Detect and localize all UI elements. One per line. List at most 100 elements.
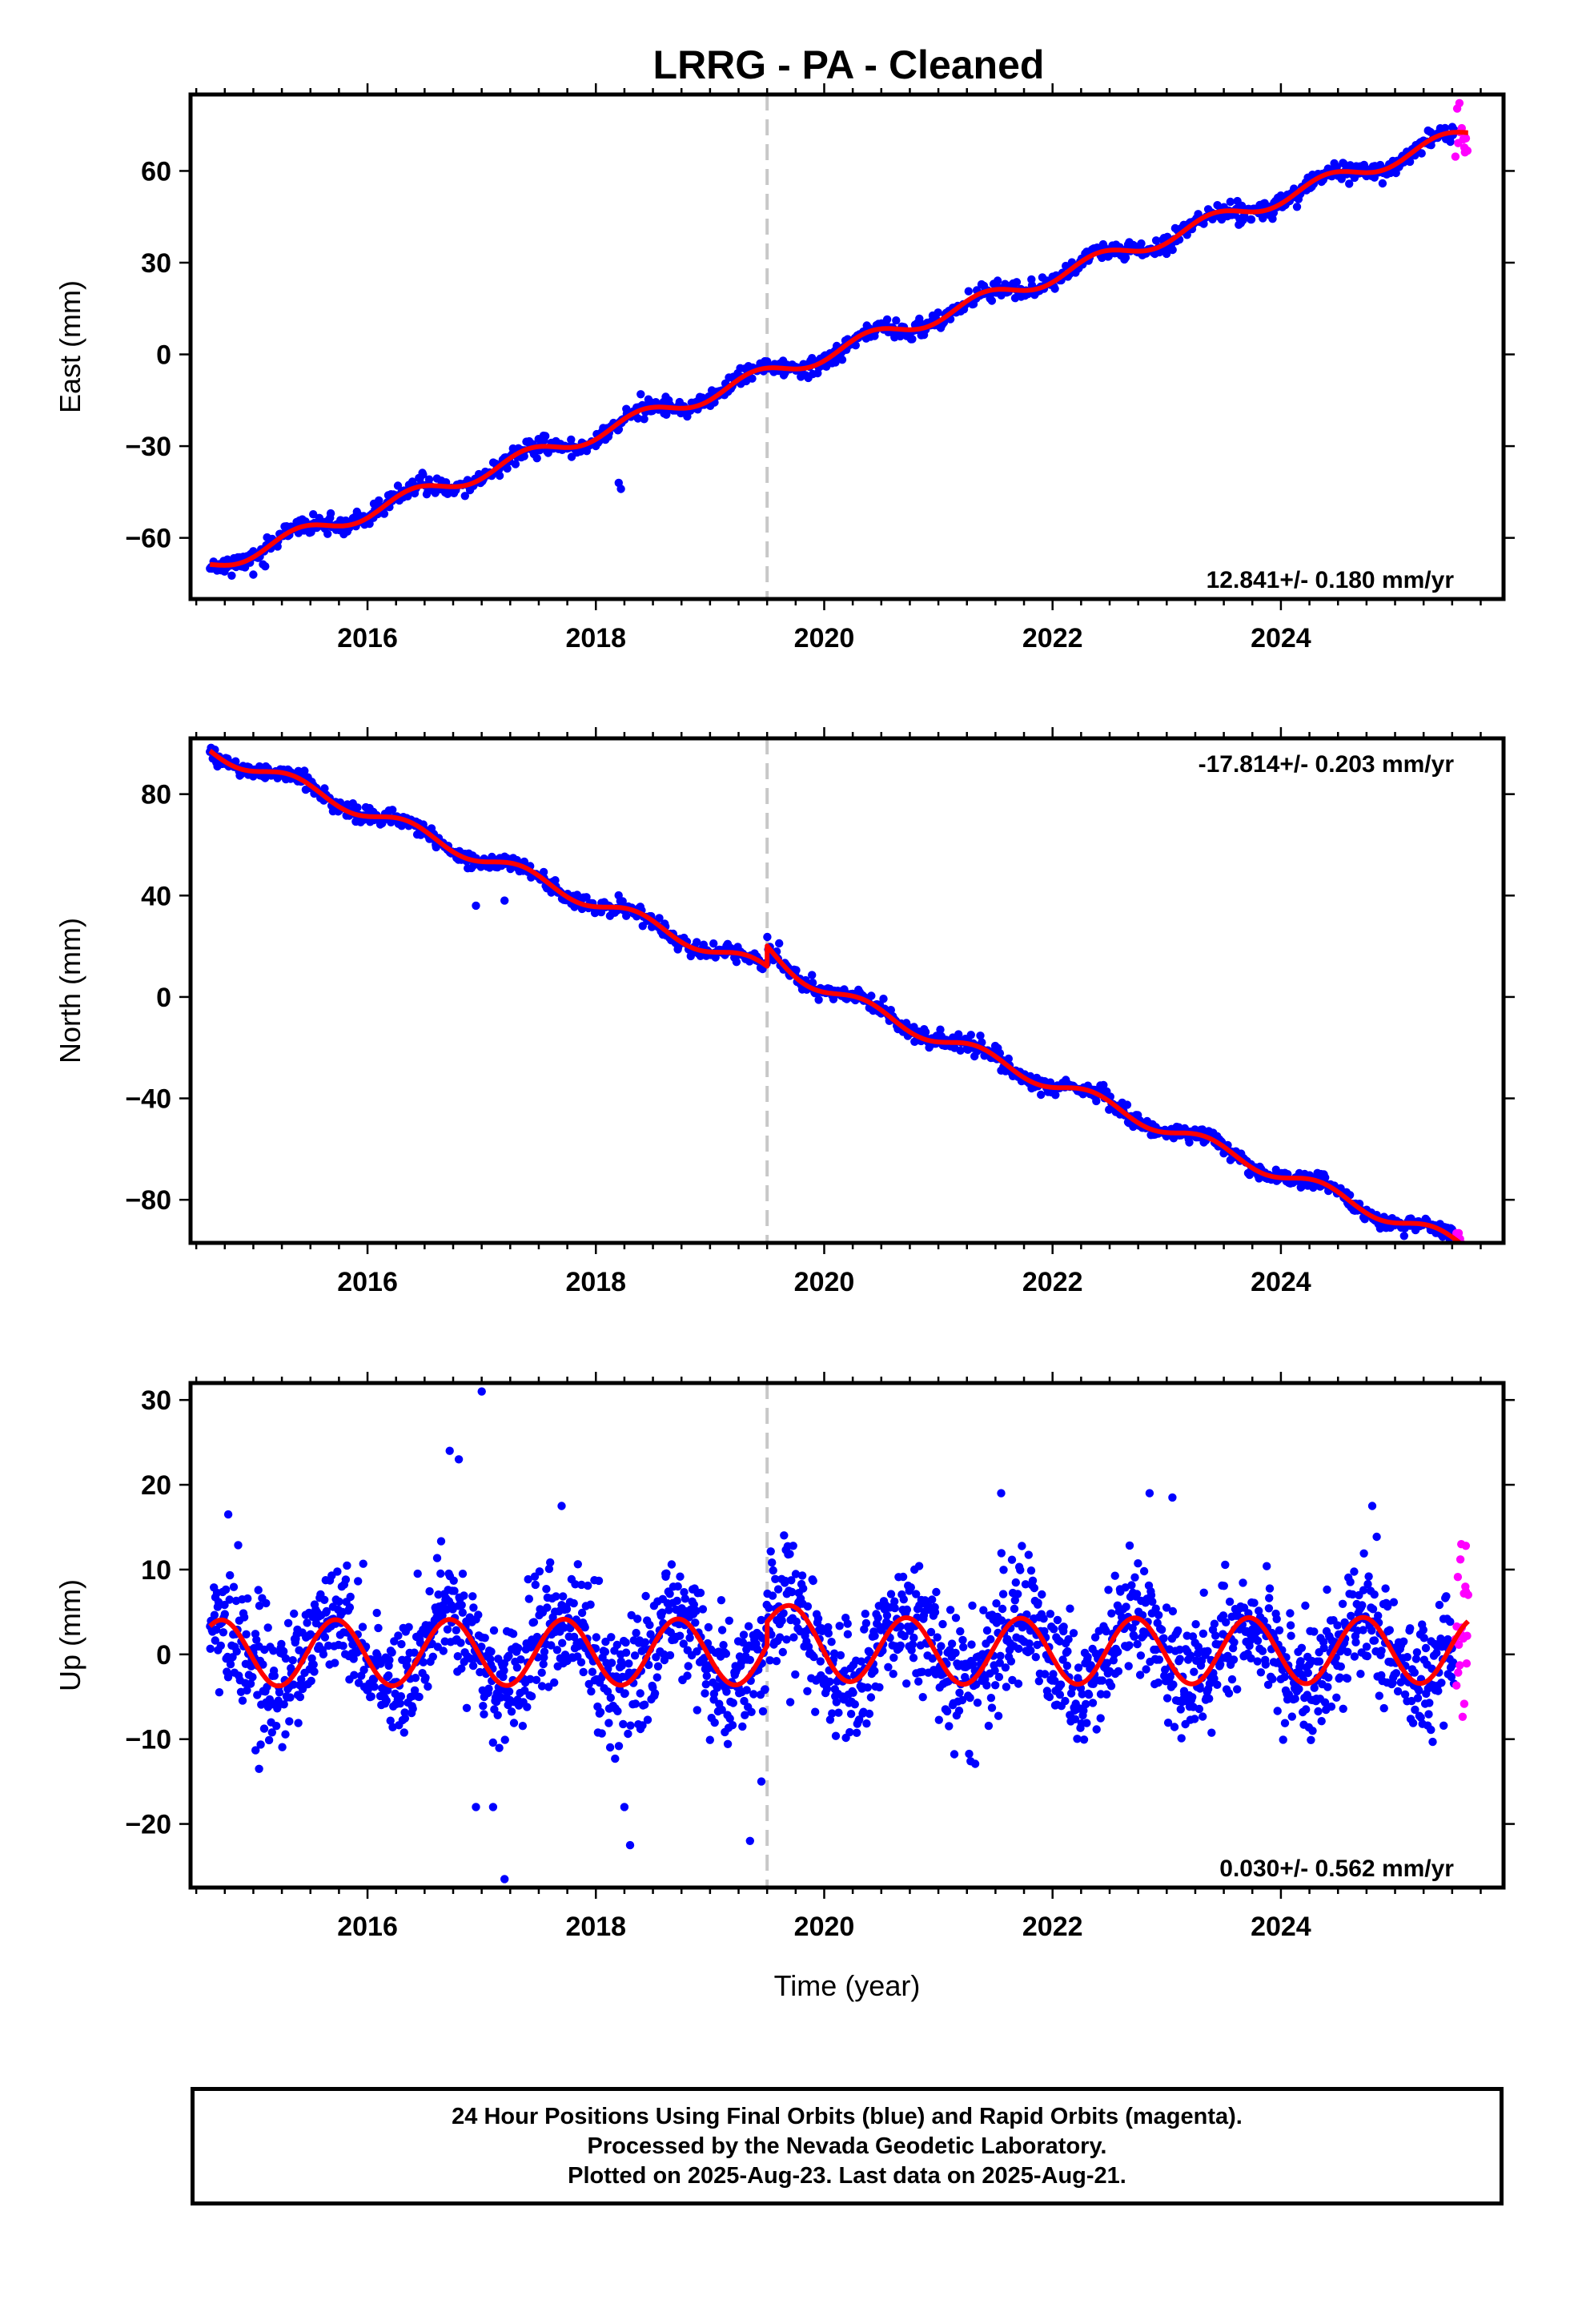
data-point <box>579 1667 588 1677</box>
data-point <box>607 1633 616 1642</box>
data-point <box>1127 1581 1136 1590</box>
data-point <box>394 1631 403 1640</box>
data-point <box>738 1722 747 1731</box>
data-point <box>582 893 591 902</box>
data-point <box>286 1693 295 1702</box>
data-point <box>1151 236 1161 245</box>
data-point <box>358 1622 367 1631</box>
data-point <box>1159 1634 1168 1642</box>
data-point <box>269 1647 278 1655</box>
data-point <box>621 1638 630 1647</box>
data-point <box>1079 1735 1089 1744</box>
data-point <box>1191 1715 1199 1723</box>
data-point-outlier <box>745 1836 754 1845</box>
data-point <box>1205 1694 1214 1703</box>
data-point <box>684 1662 693 1671</box>
data-point <box>632 1628 640 1638</box>
data-point <box>813 1614 823 1623</box>
data-point <box>986 1634 995 1644</box>
data-point <box>1014 1679 1023 1688</box>
data-point <box>1016 1566 1025 1574</box>
data-point <box>511 460 520 468</box>
data-point <box>1412 1648 1422 1657</box>
data-point <box>698 1605 708 1614</box>
data-point <box>676 1631 685 1640</box>
data-point <box>596 1707 605 1717</box>
data-point <box>998 1604 1007 1614</box>
data-point <box>757 1615 765 1625</box>
data-point <box>1083 1652 1092 1662</box>
y-tick-label: −40 <box>125 1084 171 1115</box>
data-point <box>1114 1667 1123 1676</box>
data-point <box>846 1710 856 1719</box>
data-point <box>861 1610 870 1618</box>
data-point <box>1406 1624 1415 1633</box>
data-point <box>495 471 504 480</box>
data-point <box>717 1626 727 1634</box>
data-point <box>220 1610 229 1618</box>
chart-title: LRRG - PA - Cleaned <box>653 42 1045 87</box>
data-point <box>226 1570 235 1580</box>
data-point <box>744 1622 753 1630</box>
data-point <box>825 1677 834 1687</box>
data-point <box>683 1671 692 1680</box>
data-point <box>1286 1621 1295 1630</box>
data-point <box>873 1614 882 1622</box>
data-point <box>951 1614 961 1622</box>
data-point <box>1233 1685 1242 1694</box>
data-point <box>1207 1728 1216 1737</box>
data-point <box>480 1634 489 1642</box>
data-point <box>636 1689 644 1698</box>
data-point <box>773 1585 783 1594</box>
data-point <box>758 1707 768 1716</box>
rate-label: 0.030+/- 0.562 mm/yr <box>1219 1856 1454 1882</box>
data-point <box>487 1647 496 1656</box>
data-point <box>621 1648 631 1657</box>
data-point <box>1377 1647 1386 1655</box>
data-point <box>285 1717 294 1726</box>
data-point <box>799 1584 808 1593</box>
data-point <box>529 1618 539 1626</box>
data-point <box>620 1689 629 1698</box>
data-point <box>673 1596 681 1606</box>
data-point <box>1413 1694 1423 1703</box>
data-point <box>474 1610 483 1619</box>
data-point <box>973 1699 982 1707</box>
data-point <box>379 509 389 518</box>
data-point <box>456 1638 465 1647</box>
data-point <box>1121 253 1130 262</box>
data-point <box>1154 1678 1163 1687</box>
x-tick-label: 2024 <box>1251 623 1311 653</box>
data-point-outlier <box>1168 1493 1177 1502</box>
data-point <box>479 1702 488 1711</box>
data-point <box>879 995 888 1003</box>
data-point <box>624 1729 632 1739</box>
data-point <box>652 1673 661 1682</box>
data-point <box>439 1647 448 1655</box>
data-point <box>710 1718 719 1727</box>
data-point <box>1066 1604 1074 1613</box>
data-point <box>1261 1660 1271 1669</box>
data-point <box>458 1608 467 1617</box>
data-point <box>1421 1643 1431 1653</box>
data-point <box>592 1633 600 1642</box>
data-point <box>1458 1712 1468 1721</box>
data-point <box>1059 1622 1068 1631</box>
data-point <box>902 1605 912 1614</box>
data-point <box>397 1639 406 1649</box>
data-point <box>1346 1578 1355 1586</box>
data-point <box>1451 152 1460 161</box>
data-point <box>372 1608 381 1618</box>
data-point <box>1381 1584 1390 1593</box>
x-tick-label: 2022 <box>1022 623 1083 653</box>
data-point <box>584 1581 592 1590</box>
data-point <box>640 415 648 424</box>
data-point <box>367 1692 375 1701</box>
data-point <box>954 1707 964 1715</box>
data-point <box>942 1707 952 1716</box>
data-point <box>1142 1665 1150 1674</box>
data-point <box>1025 1639 1034 1648</box>
y-tick-label: 30 <box>141 1385 171 1416</box>
data-point <box>914 1562 924 1570</box>
data-point <box>1102 1690 1111 1699</box>
